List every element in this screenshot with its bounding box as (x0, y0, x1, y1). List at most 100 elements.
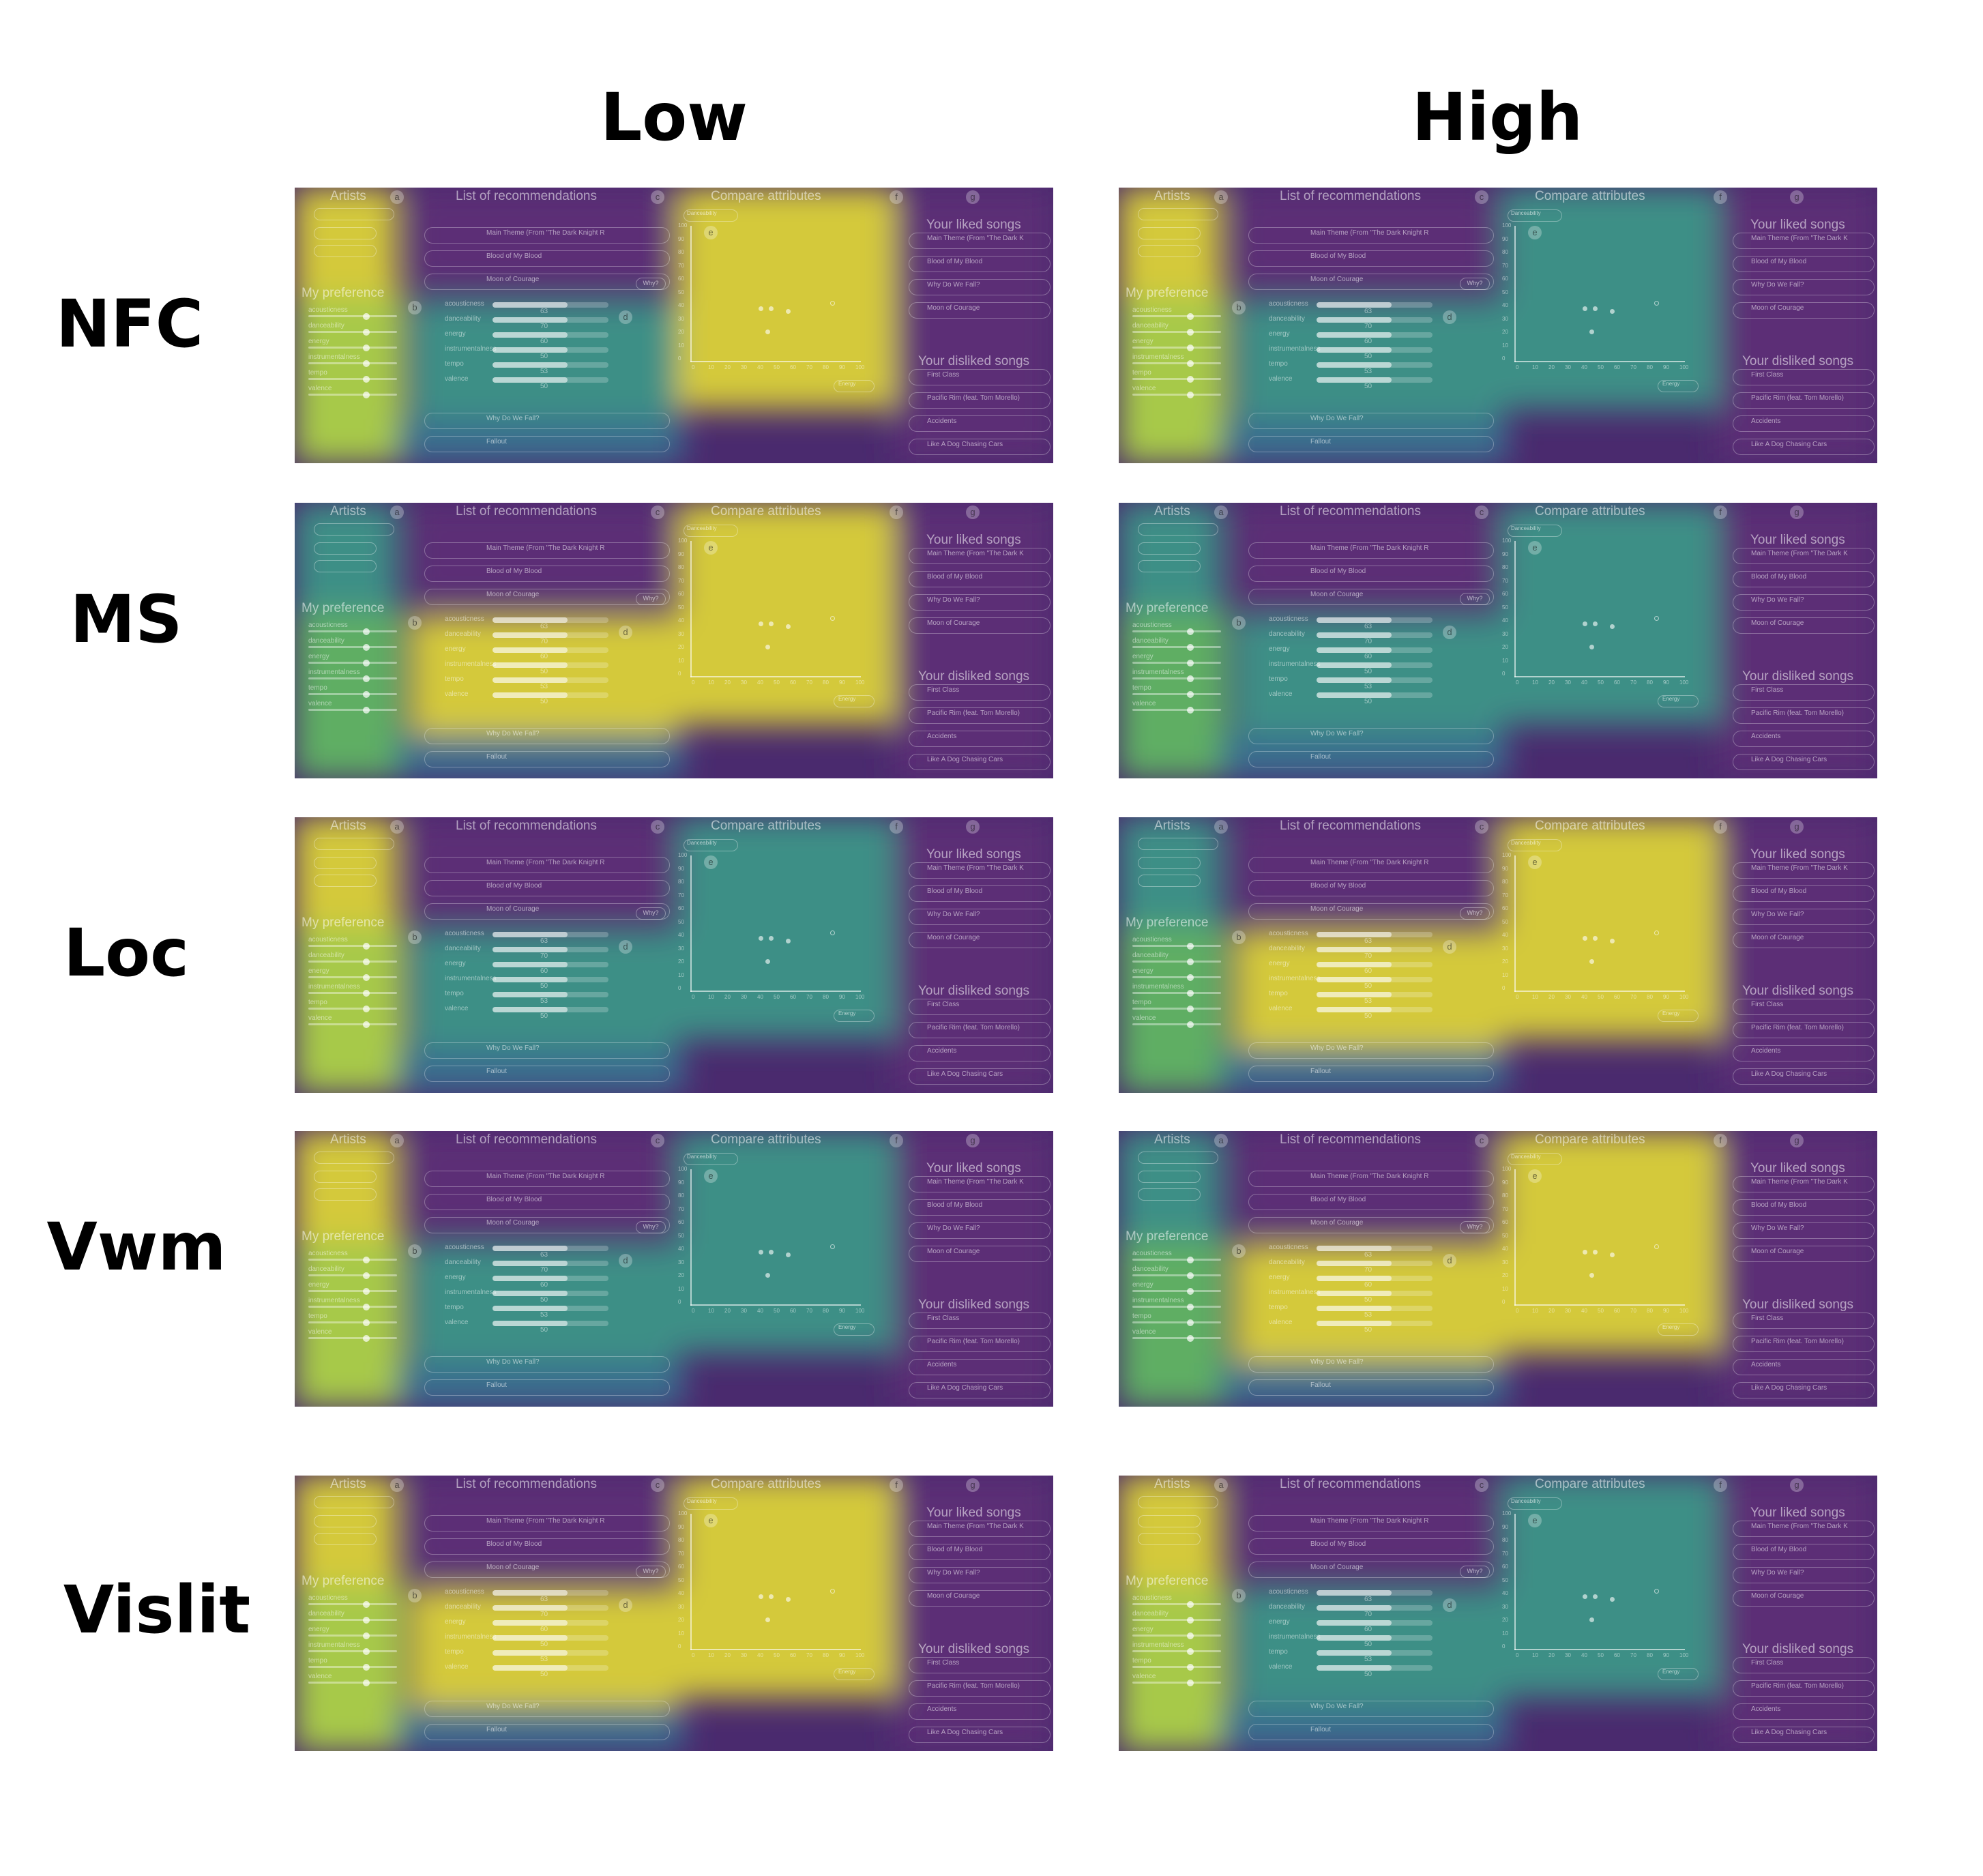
preference-slider[interactable] (308, 331, 397, 333)
chart-point[interactable] (1610, 624, 1615, 629)
chart-point[interactable] (1583, 1594, 1587, 1599)
y-attribute-dropdown[interactable]: Energy (1658, 695, 1699, 707)
chart-point[interactable] (1583, 306, 1587, 311)
recommendation-row[interactable]: Blood of My Blood (1248, 566, 1494, 582)
preference-slider[interactable] (1132, 378, 1221, 380)
recommendation-row[interactable]: Main Theme (From "The Dark Knight R (424, 1171, 670, 1187)
liked-song-row[interactable]: Why Do We Fall? (909, 1567, 1051, 1583)
preference-slider-knob[interactable] (363, 1319, 370, 1326)
recommendation-row[interactable]: Why Do We Fall? (1248, 1042, 1494, 1059)
preference-slider-knob[interactable] (1187, 313, 1194, 320)
preference-slider-knob[interactable] (363, 1648, 370, 1655)
preference-slider-knob[interactable] (363, 691, 370, 698)
chart-point[interactable] (765, 645, 770, 649)
chart-point[interactable] (786, 624, 791, 629)
artist-pill[interactable] (1138, 208, 1218, 220)
disliked-song-row[interactable]: First Class (909, 369, 1051, 385)
artist-pill[interactable] (314, 227, 377, 239)
preference-slider[interactable] (308, 677, 397, 679)
disliked-song-row[interactable]: Pacific Rim (feat. Tom Morello) (1733, 1022, 1875, 1038)
recommendation-row[interactable]: Moon of Courage (424, 903, 670, 920)
liked-song-row[interactable]: Moon of Courage (1733, 932, 1875, 948)
preference-slider[interactable] (1132, 646, 1221, 648)
disliked-song-row[interactable]: Pacific Rim (feat. Tom Morello) (909, 707, 1051, 724)
preference-slider-knob[interactable] (1187, 1304, 1194, 1310)
artist-pill[interactable] (314, 875, 377, 887)
preference-slider-knob[interactable] (1187, 675, 1194, 682)
disliked-song-row[interactable]: First Class (909, 999, 1051, 1015)
y-attribute-dropdown[interactable]: Energy (1658, 1323, 1699, 1336)
artist-pill[interactable] (1138, 1496, 1218, 1508)
preference-slider[interactable] (308, 1666, 397, 1668)
recommendation-row[interactable]: Why Do We Fall? (424, 1356, 670, 1373)
artist-pill[interactable] (314, 1515, 377, 1527)
preference-slider-knob[interactable] (1187, 392, 1194, 398)
disliked-song-row[interactable]: Like A Dog Chasing Cars (909, 1727, 1051, 1743)
preference-slider-knob[interactable] (1187, 376, 1194, 383)
liked-song-row[interactable]: Main Theme (From "The Dark K (1733, 233, 1875, 249)
preference-slider-knob[interactable] (363, 675, 370, 682)
preference-slider[interactable] (308, 394, 397, 396)
disliked-song-row[interactable]: First Class (1733, 369, 1875, 385)
chart-point[interactable] (1610, 309, 1615, 314)
preference-slider-knob[interactable] (1187, 360, 1194, 367)
preference-slider[interactable] (308, 1306, 397, 1308)
chart-point[interactable] (765, 959, 770, 964)
preference-slider-knob[interactable] (363, 313, 370, 320)
artist-pill[interactable] (1138, 560, 1201, 572)
chart-point[interactable] (759, 1594, 763, 1599)
liked-song-row[interactable]: Moon of Courage (909, 1246, 1051, 1262)
disliked-song-row[interactable]: Pacific Rim (feat. Tom Morello) (909, 392, 1051, 409)
liked-song-row[interactable]: Blood of My Blood (909, 256, 1051, 272)
artist-pill[interactable] (314, 1533, 377, 1545)
recommendation-row[interactable]: Why Do We Fall? (424, 413, 670, 429)
recommendation-row[interactable]: Main Theme (From "The Dark Knight R (1248, 227, 1494, 244)
chart-point[interactable] (759, 621, 763, 626)
artist-pill[interactable] (1138, 838, 1218, 850)
chart-point[interactable] (1593, 936, 1598, 941)
preference-slider-knob[interactable] (363, 707, 370, 714)
preference-slider[interactable] (308, 961, 397, 963)
preference-slider[interactable] (308, 1259, 397, 1261)
chart-point[interactable] (759, 1250, 763, 1255)
why-button[interactable]: Why? (1460, 278, 1490, 290)
preference-slider-knob[interactable] (1187, 644, 1194, 651)
disliked-song-row[interactable]: First Class (1733, 999, 1875, 1015)
chart-point[interactable] (1589, 1273, 1594, 1278)
chart-point[interactable] (769, 936, 774, 941)
liked-song-row[interactable]: Main Theme (From "The Dark K (909, 1521, 1051, 1537)
recommendation-row[interactable]: Fallout (1248, 1066, 1494, 1082)
chart-point[interactable] (1589, 645, 1594, 649)
chart-point[interactable] (1593, 306, 1598, 311)
artist-pill[interactable] (314, 542, 377, 555)
preference-slider[interactable] (308, 992, 397, 994)
preference-slider[interactable] (308, 1650, 397, 1652)
preference-slider[interactable] (308, 709, 397, 711)
recommendation-row[interactable]: Blood of My Blood (1248, 250, 1494, 267)
recommendation-row[interactable]: Blood of My Blood (424, 250, 670, 267)
preference-slider-knob[interactable] (1187, 1272, 1194, 1279)
liked-song-row[interactable]: Main Theme (From "The Dark K (909, 862, 1051, 879)
disliked-song-row[interactable]: First Class (909, 1657, 1051, 1673)
recommendation-row[interactable]: Fallout (1248, 1724, 1494, 1740)
chart-point[interactable] (830, 930, 835, 935)
disliked-song-row[interactable]: Like A Dog Chasing Cars (909, 439, 1051, 455)
liked-song-row[interactable]: Why Do We Fall? (1733, 909, 1875, 925)
artist-pill[interactable] (314, 208, 394, 220)
why-button[interactable]: Why? (636, 1566, 666, 1578)
preference-slider[interactable] (1132, 693, 1221, 695)
recommendation-row[interactable]: Why Do We Fall? (424, 728, 670, 744)
preference-slider[interactable] (308, 976, 397, 978)
preference-slider-knob[interactable] (1187, 628, 1194, 635)
liked-song-row[interactable]: Blood of My Blood (1733, 885, 1875, 902)
chart-point[interactable] (830, 1244, 835, 1249)
disliked-song-row[interactable]: Accidents (1733, 1359, 1875, 1375)
preference-slider-knob[interactable] (363, 376, 370, 383)
y-attribute-dropdown[interactable]: Energy (834, 1668, 875, 1680)
liked-song-row[interactable]: Moon of Courage (909, 617, 1051, 634)
recommendation-row[interactable]: Main Theme (From "The Dark Knight R (424, 227, 670, 244)
preference-slider[interactable] (308, 362, 397, 364)
x-attribute-dropdown[interactable]: Danceability (684, 1497, 738, 1510)
chart-point[interactable] (1583, 621, 1587, 626)
recommendation-row[interactable]: Blood of My Blood (424, 566, 670, 582)
